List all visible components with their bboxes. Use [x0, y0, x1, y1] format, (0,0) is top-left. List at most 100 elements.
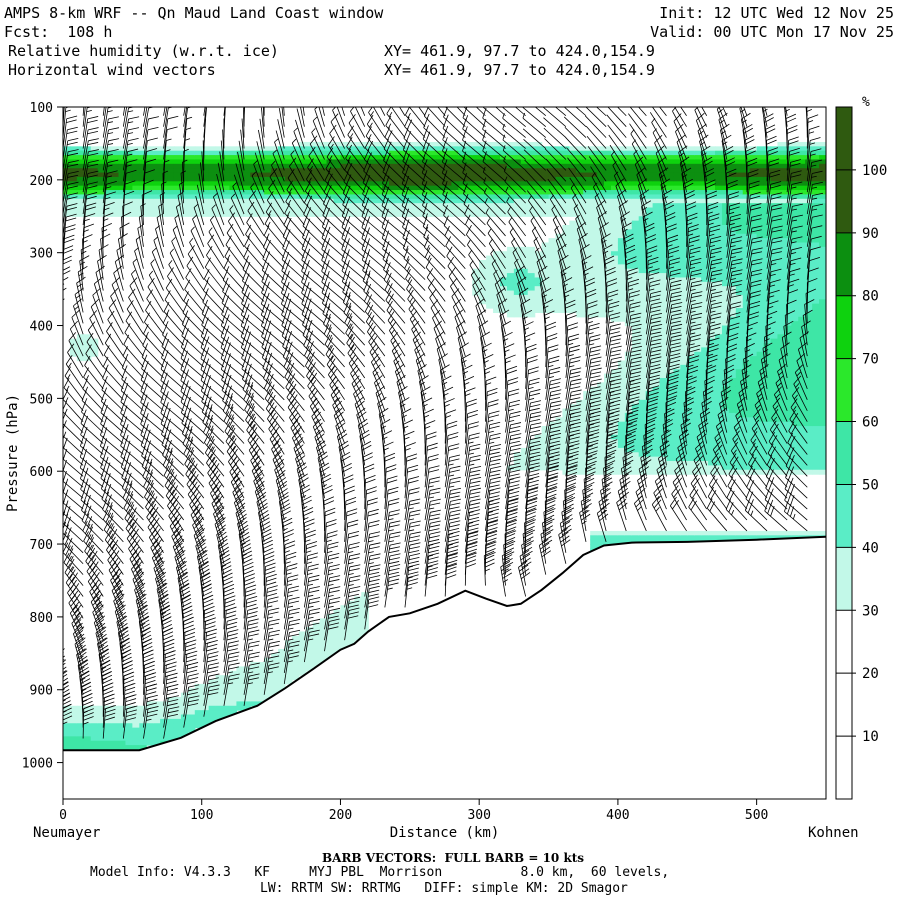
rh-cell: [555, 303, 564, 309]
rh-cell: [610, 281, 619, 287]
rh-cell: [701, 461, 709, 466]
rh-cell: [493, 290, 501, 296]
rh-cell: [638, 356, 647, 362]
rh-cell: [118, 723, 127, 729]
rh-cell: [659, 447, 668, 453]
rh-cell: [83, 351, 92, 357]
rh-cell: [201, 701, 210, 707]
rh-cell: [555, 159, 564, 165]
rh-cell: [499, 203, 508, 209]
rh-cell: [520, 159, 529, 165]
rh-cell: [638, 530, 647, 536]
rh-cell: [819, 456, 826, 462]
rh-cell: [347, 211, 355, 217]
rh-cell: [104, 203, 113, 209]
rh-cell: [805, 312, 813, 318]
rh-cell: [63, 723, 71, 729]
rh-cell: [201, 207, 210, 213]
rh-cell: [701, 426, 709, 432]
wind-barb-flag: [46, 511, 48, 516]
wind-barb-flag: [49, 343, 56, 351]
rh-cell: [721, 373, 730, 379]
rh-cell: [791, 434, 799, 440]
rh-cell: [243, 190, 251, 196]
rh-cell: [548, 308, 557, 314]
rh-cell: [728, 417, 737, 423]
rh-cell: [728, 338, 737, 344]
rh-cell: [229, 207, 238, 213]
rh-cell: [354, 194, 362, 200]
rh-cell: [76, 172, 85, 178]
rh-cell: [812, 303, 820, 309]
rh-cell: [479, 163, 487, 169]
rh-cell: [812, 434, 820, 440]
rh-cell: [513, 168, 522, 174]
rh-cell: [735, 434, 744, 440]
rh-cell: [798, 412, 806, 418]
rh-cell: [756, 308, 765, 314]
rh-cell: [76, 198, 85, 204]
rh-cell: [694, 308, 702, 314]
rh-cell: [541, 456, 550, 462]
rh-cell: [402, 146, 411, 152]
rh-cell: [687, 225, 695, 230]
rh-cell: [513, 286, 522, 292]
rh-cell: [652, 395, 661, 401]
rh-cell: [576, 259, 584, 265]
rh-cell: [499, 172, 508, 178]
rh-cell: [187, 168, 196, 174]
rh-cell: [444, 159, 453, 165]
wind-barb-flag: [53, 623, 60, 631]
rh-cell: [97, 710, 106, 716]
rh-cell: [708, 343, 716, 348]
rh-cell: [326, 150, 335, 156]
rh-cell: [76, 723, 85, 729]
rh-cell: [659, 360, 668, 366]
rh-cell: [180, 692, 189, 698]
rh-cell: [389, 181, 397, 187]
rh-cell: [375, 181, 383, 187]
rh-cell: [284, 185, 293, 191]
rh-cell: [576, 159, 584, 165]
rh-cell: [541, 198, 550, 204]
rh-cell: [687, 417, 695, 423]
rh-cell: [659, 439, 668, 445]
rh-cell: [624, 447, 633, 453]
rh-cell: [680, 321, 688, 327]
rh-cell: [486, 150, 494, 156]
rh-cell: [569, 168, 577, 174]
rh-cell: [173, 198, 182, 204]
rh-cell: [222, 159, 231, 165]
rh-cell: [708, 461, 716, 466]
rh-cell: [132, 207, 140, 213]
rh-cell: [812, 426, 820, 432]
rh-cell: [340, 155, 348, 161]
rh-cell: [104, 150, 113, 156]
rh-cell: [291, 640, 300, 646]
rh-cell: [132, 727, 140, 733]
rh-cell: [784, 316, 792, 322]
rh-cell: [694, 386, 702, 392]
rh-cell: [652, 325, 661, 331]
rh-cell: [624, 229, 633, 235]
rh-cell: [631, 185, 640, 191]
rh-cell: [118, 727, 127, 733]
rh-cell: [631, 404, 640, 410]
rh-cell: [819, 203, 826, 209]
rh-cell: [194, 159, 203, 165]
rh-cell: [347, 190, 355, 196]
rh-cell: [597, 535, 605, 541]
rh-cell: [604, 391, 612, 397]
rh-cell: [659, 334, 668, 340]
rh-cell: [708, 308, 716, 314]
rh-cell: [333, 640, 342, 646]
rh-cell: [340, 172, 348, 178]
rh-cell: [721, 264, 730, 270]
rh-cell: [617, 246, 626, 252]
rh-cell: [604, 439, 612, 445]
rh-cell: [645, 150, 654, 156]
rh-cell: [333, 211, 342, 217]
rh-cell: [555, 461, 564, 466]
rh-cell: [479, 259, 487, 265]
rh-cell: [167, 172, 175, 178]
